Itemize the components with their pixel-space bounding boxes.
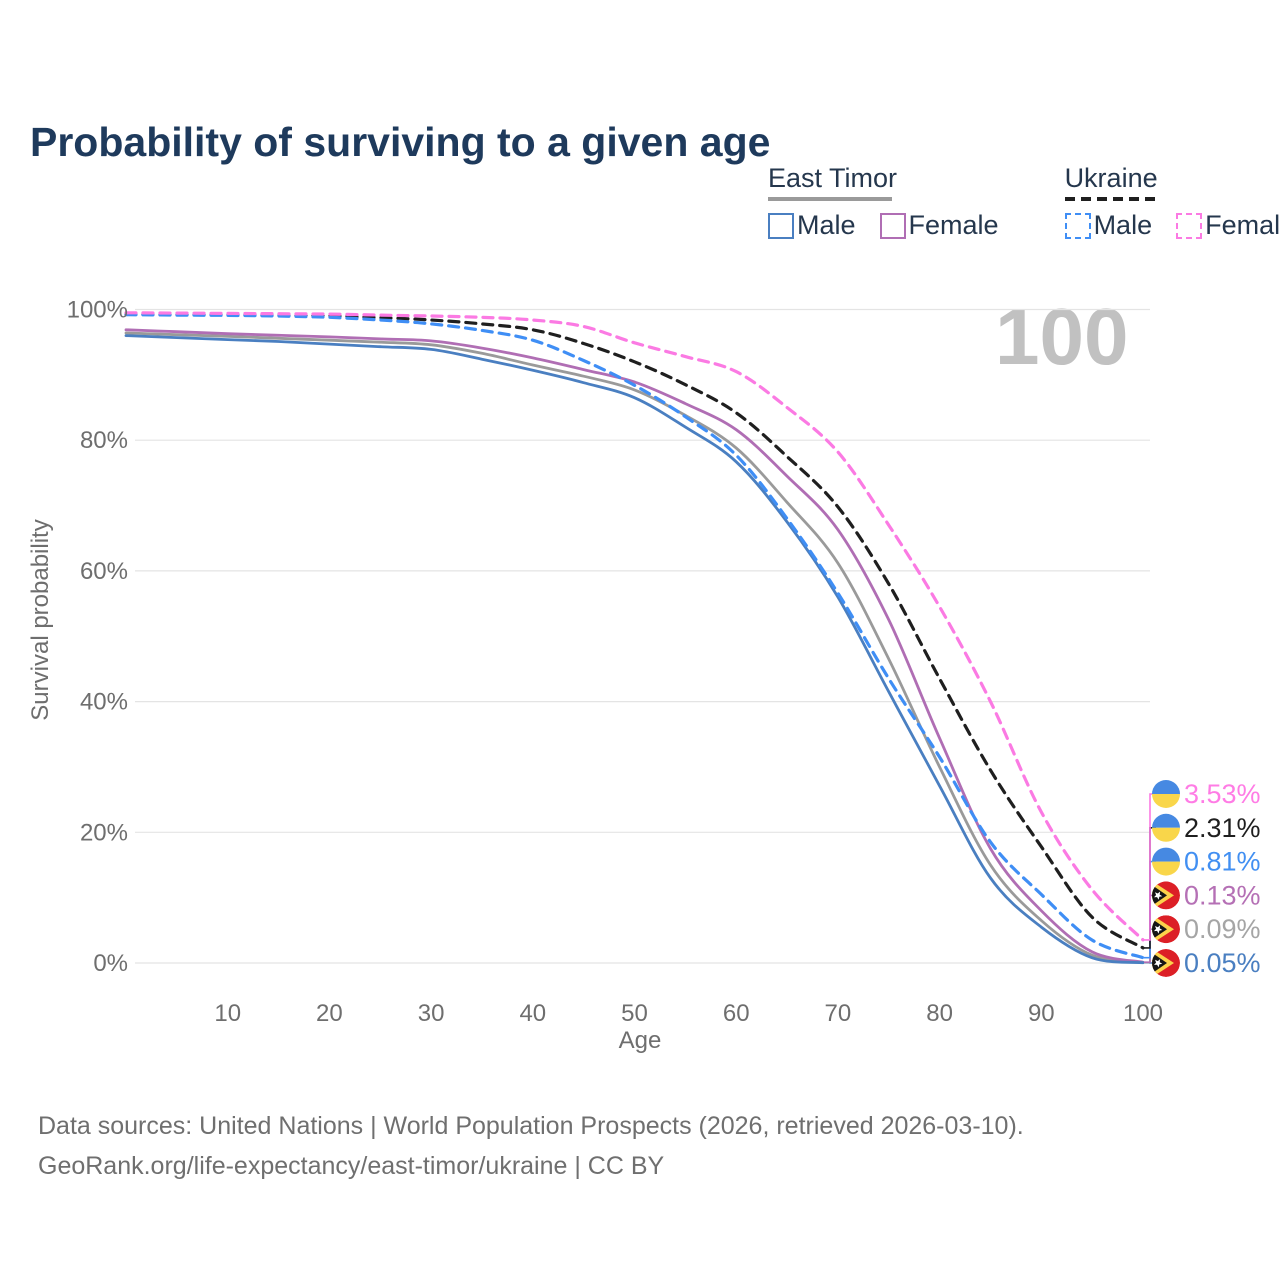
x-tick-label: 70 <box>825 1000 852 1027</box>
east-timor-flag-icon <box>1152 915 1180 944</box>
x-axis-title: Age <box>619 1027 662 1054</box>
ukraine-male-swatch-icon[interactable] <box>1064 212 1091 239</box>
ukraine-flag-icon <box>1152 847 1181 876</box>
legend-item-label: Female <box>1205 210 1280 240</box>
y-tick-label: 60% <box>80 558 128 585</box>
legend-item-label: Male <box>1093 210 1153 240</box>
y-tick-label: 20% <box>80 819 128 846</box>
x-tick-label: 60 <box>723 1000 750 1027</box>
x-tick-label: 50 <box>621 1000 648 1027</box>
legend-underline-ukraine <box>1064 197 1157 201</box>
legend-item-label: Female <box>908 210 999 240</box>
gridlines <box>135 308 1150 964</box>
legend-item-label: Male <box>797 210 856 240</box>
legend-item-east-timor-female[interactable]: Female <box>879 210 999 241</box>
ukraine-flag-icon <box>1152 780 1180 808</box>
east-timor-flag-icon <box>1152 949 1180 977</box>
end-value-label: 2.31% <box>1184 813 1261 843</box>
legend: East Timor Male Female Ukraine Male Fema… <box>768 163 1280 241</box>
east-timor-male-swatch-icon[interactable] <box>768 212 794 239</box>
legend-item-east-timor-male[interactable]: Male <box>768 210 856 241</box>
x-tick-label: 80 <box>926 1000 953 1027</box>
curves <box>124 311 1145 965</box>
footer: Data sources: United Nations | World Pop… <box>38 1106 1024 1186</box>
ukraine-female-swatch-icon[interactable] <box>1176 212 1203 239</box>
series-ukraine-female[interactable] <box>124 311 1145 942</box>
y-tick-label: 0% <box>93 950 128 977</box>
end-annotations: 0.05% 0.09% 0.13%0.81% 2.31% 3.53% <box>1144 779 1261 978</box>
y-tick-label: 100% <box>67 297 128 324</box>
east-timor-female-swatch-icon[interactable] <box>879 212 906 239</box>
legend-item-ukraine-male[interactable]: Male <box>1064 210 1153 241</box>
end-value-label: 0.81% <box>1184 847 1261 877</box>
end-value-label: 0.09% <box>1184 914 1261 944</box>
end-value-label: 0.13% <box>1184 880 1261 910</box>
x-tick-label: 30 <box>418 1000 445 1027</box>
series-east-timor-all[interactable] <box>124 331 1145 964</box>
series-ukraine-male[interactable] <box>124 313 1145 960</box>
y-axis-title: Survival probability <box>27 519 54 720</box>
east-timor-flag-icon <box>1152 881 1180 910</box>
series-east-timor-male[interactable] <box>124 334 1145 965</box>
legend-group-label-ukraine: Ukraine <box>1064 163 1158 193</box>
attribution-line: GeoRank.org/life-expectancy/east-timor/u… <box>38 1152 665 1180</box>
x-tick-label: 10 <box>214 1000 241 1027</box>
page-title: Probability of surviving to a given age <box>30 119 771 166</box>
tick-labels: 0% 20% 40% 60% 80% 100% 10 20 30 40 50 60 70 80 90 100 <box>67 297 1163 1028</box>
legend-group-east-timor: East Timor Male Female <box>768 163 999 241</box>
end-value-label: 3.53% <box>1184 779 1261 809</box>
x-tick-label: 40 <box>519 1000 546 1027</box>
legend-group-label-east-timor: East Timor <box>768 163 898 193</box>
x-tick-label: 90 <box>1028 1000 1055 1027</box>
legend-underline-east-timor <box>768 197 892 201</box>
series-ukraine-all[interactable] <box>124 312 1145 950</box>
data-sources-line: Data sources: United Nations | World Pop… <box>38 1112 1024 1140</box>
end-value-label: 0.05% <box>1184 948 1261 978</box>
legend-group-ukraine: Ukraine Male Female <box>1064 163 1280 241</box>
x-tick-label: 100 <box>1123 1000 1163 1027</box>
ukraine-flag-icon <box>1152 813 1181 842</box>
y-tick-label: 40% <box>80 689 128 716</box>
legend-item-ukraine-female[interactable]: Female <box>1176 210 1280 241</box>
x-tick-label: 20 <box>316 1000 343 1027</box>
y-tick-label: 80% <box>80 427 128 454</box>
